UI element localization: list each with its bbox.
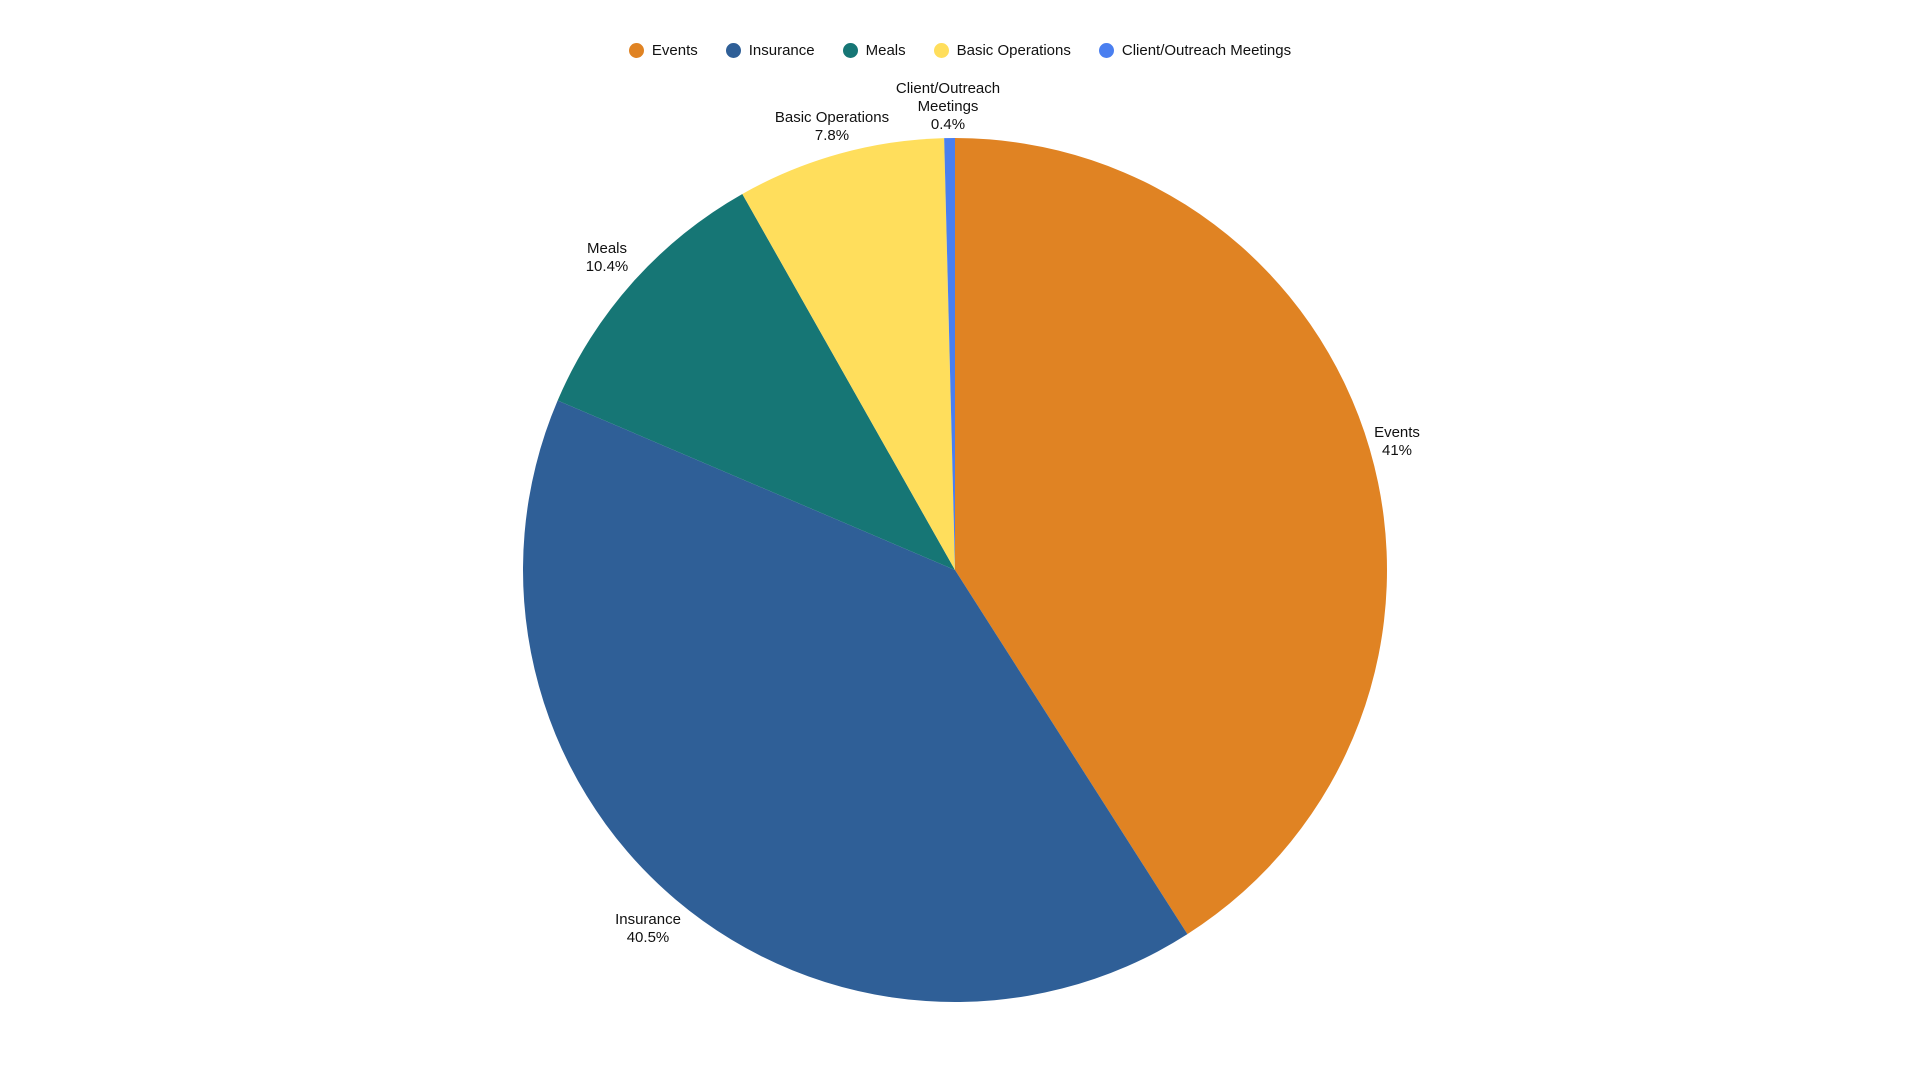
legend-label-client-outreach-meetings: Client/Outreach Meetings [1121,42,1292,59]
chart-legend: Events Insurance Meals Basic Operations … [0,42,1920,59]
pie-slice-basic-operations[interactable] [742,138,955,570]
slice-label-name-events: Events [1374,424,1420,441]
legend-item-basic-operations[interactable]: Basic Operations [933,42,1071,59]
slice-label-name-insurance: Insurance [615,911,681,928]
legend-label-events: Events [651,42,698,59]
legend-label-meals: Meals [865,42,906,59]
slice-label-name-client-outreach-meetings: Client/Outreach Meetings [896,80,1000,115]
legend-item-client-outreach-meetings[interactable]: Client/Outreach Meetings [1098,42,1292,59]
legend-label-basic-operations: Basic Operations [956,42,1071,59]
legend-swatch-meals [842,43,858,58]
slice-label-value-insurance: 40.5% [627,929,670,946]
legend-swatch-basic-operations [933,43,949,58]
slice-label-value-client-outreach-meetings: 0.4% [931,116,965,133]
slice-label-value-events: 41% [1382,442,1412,459]
legend-item-events[interactable]: Events [628,42,698,59]
slice-label-name-meals: Meals [587,240,627,257]
legend-swatch-client-outreach-meetings [1098,43,1114,58]
slice-label-value-meals: 10.4% [586,258,629,275]
pie-slice-insurance[interactable] [522,400,1188,1003]
pie-slice-meals[interactable] [557,193,955,570]
legend-item-insurance[interactable]: Insurance [725,42,815,59]
legend-item-meals[interactable]: Meals [842,42,906,59]
legend-label-insurance: Insurance [748,42,815,59]
slice-label-value-basic-operations: 7.8% [815,127,849,144]
slice-label-name-basic-operations: Basic Operations [775,109,889,126]
pie-slice-client-outreach-meetings[interactable] [944,138,955,570]
legend-swatch-insurance [725,43,741,58]
legend-swatch-events [628,43,644,58]
pie-slice-events[interactable] [955,138,1388,935]
